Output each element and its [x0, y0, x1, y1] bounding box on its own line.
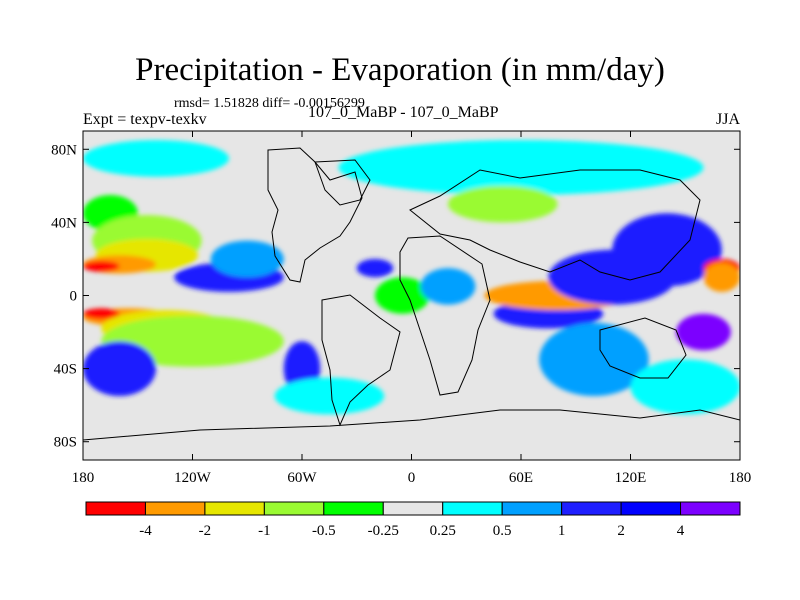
colorbar-label: -4 — [139, 523, 152, 539]
colorbar-label: -0.5 — [312, 523, 336, 539]
coastline-australia — [599, 317, 687, 379]
colorbar-label: 4 — [677, 523, 685, 539]
colorbar-swatch — [263, 501, 325, 516]
field-region-4 — [83, 260, 120, 272]
field-region-13 — [539, 322, 649, 397]
colorbar-swatch — [144, 501, 206, 516]
axis-tick-layer: 180 120W 60W 0 60E 120E 180 80N 40N 0 40S 80S — [51, 131, 751, 486]
colorbar-swatch — [680, 501, 741, 516]
x-tick-label: 120W — [174, 470, 212, 486]
x-tick-label: 0 — [408, 470, 416, 486]
x-tick-label: 60W — [287, 470, 317, 486]
colorbar-label: 1 — [558, 523, 566, 539]
colorbar-label: -2 — [199, 523, 212, 539]
colorbar-swatch — [561, 501, 622, 516]
colorbar-label: 0.25 — [430, 523, 456, 539]
field-region-11 — [83, 341, 156, 397]
field-region-23 — [375, 277, 430, 314]
field-region-21 — [338, 140, 704, 195]
colorbar-swatch — [501, 501, 563, 516]
colorbar-swatch — [620, 501, 682, 516]
coastline-south-america — [321, 294, 401, 427]
colorbar-swatch — [323, 501, 384, 516]
colorbar-swatch — [85, 501, 146, 516]
field-region-20 — [83, 140, 229, 177]
x-tick-label: 60E — [509, 470, 533, 486]
x-tick-label: 120E — [615, 470, 647, 486]
y-tick-label: 80S — [54, 435, 77, 451]
period-label: 107_0_MaBP - 107_0_MaBP — [308, 104, 499, 121]
field-region-28 — [630, 359, 740, 415]
x-tick-label: 180 — [72, 470, 95, 486]
precipitation-field-layer — [83, 140, 740, 415]
map-title: Precipitation - Evaporation (in mm/day) — [135, 52, 665, 88]
field-region-22 — [448, 185, 558, 223]
colorbar: -4 -2 -1 -0.5 -0.25 0.25 0.5 1 2 4 — [85, 501, 741, 539]
field-region-17 — [612, 213, 722, 287]
y-tick-label: 40S — [54, 362, 77, 378]
y-tick-label: 0 — [70, 289, 78, 305]
field-region-24 — [420, 268, 476, 305]
field-region-19 — [703, 262, 740, 292]
field-region-29 — [676, 313, 731, 351]
colorbar-swatch — [442, 501, 503, 516]
coastline-greenland — [314, 159, 371, 206]
coastline-africa — [399, 235, 491, 396]
colorbar-label: 2 — [617, 523, 625, 539]
x-tick-label: 180 — [729, 470, 752, 486]
coastline-eurasia — [409, 169, 701, 281]
experiment-label: Expt = texpv-texkv — [83, 111, 207, 128]
field-region-8 — [83, 308, 120, 320]
coastline-antarctica — [83, 409, 740, 441]
colorbar-swatch — [382, 501, 444, 516]
colorbar-label: -1 — [258, 523, 271, 539]
y-tick-label: 40N — [51, 215, 77, 231]
season-label: JJA — [715, 111, 740, 128]
colorbar-swatch — [204, 501, 265, 516]
coastline-north-america — [267, 147, 363, 283]
colorbar-label: -0.25 — [368, 523, 399, 539]
map-subtitle: rmsd= 1.51828 diff= -0.00156299 — [174, 96, 365, 111]
continent-outline-layer — [83, 147, 740, 441]
field-region-25 — [356, 258, 394, 278]
colorbar-label: 0.5 — [493, 523, 512, 539]
y-tick-label: 80N — [51, 142, 77, 158]
field-region-6 — [210, 240, 284, 278]
field-region-27 — [274, 377, 385, 415]
